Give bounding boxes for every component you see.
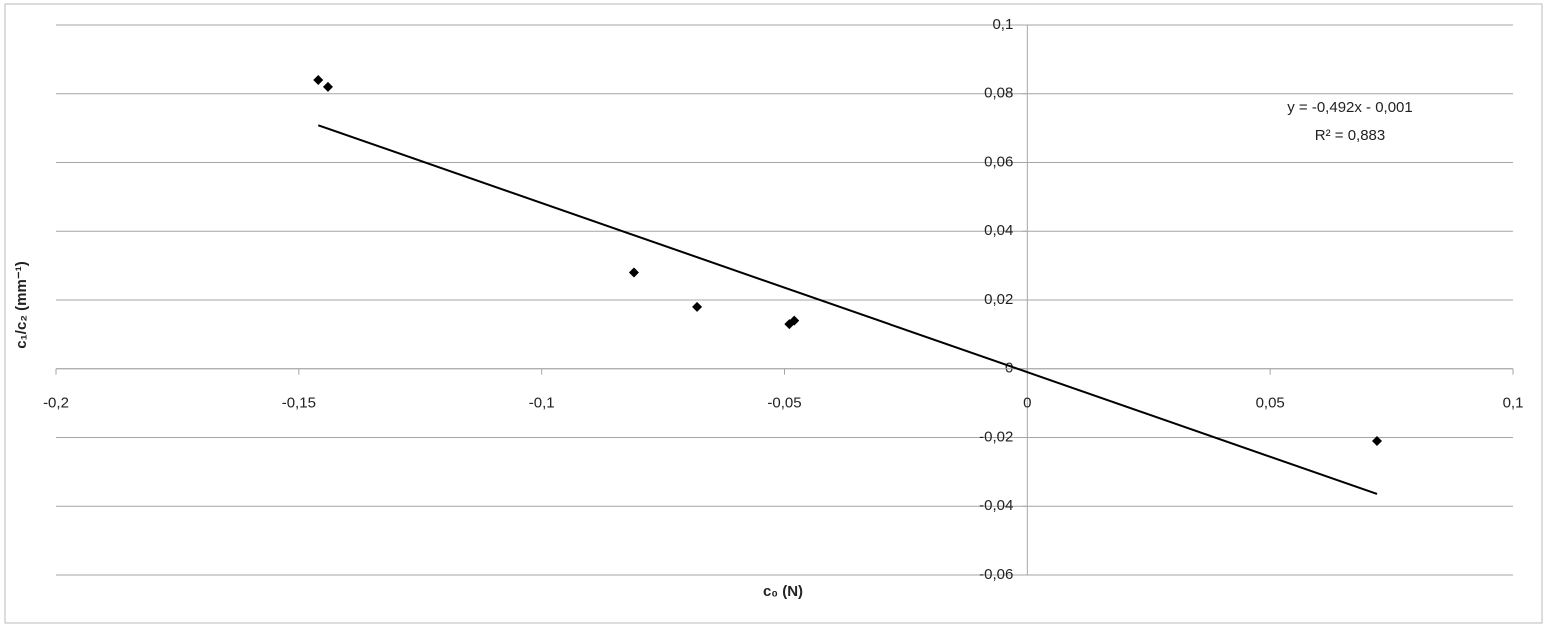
x-axis-label: c₀ (N) xyxy=(763,583,803,600)
trendline-equation: y = -0,492x - 0,001 xyxy=(1287,99,1413,116)
y-axis-label: c₁/c₂ (mm⁻¹) xyxy=(13,261,30,348)
data-point xyxy=(692,301,703,312)
y-tick-label: 0,06 xyxy=(984,153,1013,170)
x-tick-label: 0,1 xyxy=(1503,395,1524,412)
data-point xyxy=(628,267,639,278)
data-point xyxy=(1372,435,1383,446)
data-point xyxy=(322,81,333,92)
y-tick-label: -0,04 xyxy=(979,497,1013,514)
x-tick-label: 0 xyxy=(1023,395,1031,412)
x-tick-label: -0,1 xyxy=(529,395,555,412)
x-tick-label: -0,2 xyxy=(43,395,69,412)
y-tick-label: 0,02 xyxy=(984,291,1013,308)
x-tick-label: -0,15 xyxy=(282,395,316,412)
data-point xyxy=(313,75,324,85)
y-tick-label: 0 xyxy=(1005,360,1013,377)
y-tick-label: 0,1 xyxy=(992,16,1013,33)
chart-border xyxy=(4,3,1543,624)
y-tick-label: -0,06 xyxy=(979,566,1013,583)
x-tick-label: 0,05 xyxy=(1256,395,1285,412)
y-tick-label: -0,02 xyxy=(979,428,1013,445)
y-tick-label: 0,04 xyxy=(984,222,1013,239)
trendline-r2: R² = 0,883 xyxy=(1315,127,1385,144)
trendline xyxy=(317,124,1378,495)
x-tick-label: -0,05 xyxy=(767,395,801,412)
data-point xyxy=(789,315,800,326)
y-tick-label: 0,08 xyxy=(984,85,1013,102)
